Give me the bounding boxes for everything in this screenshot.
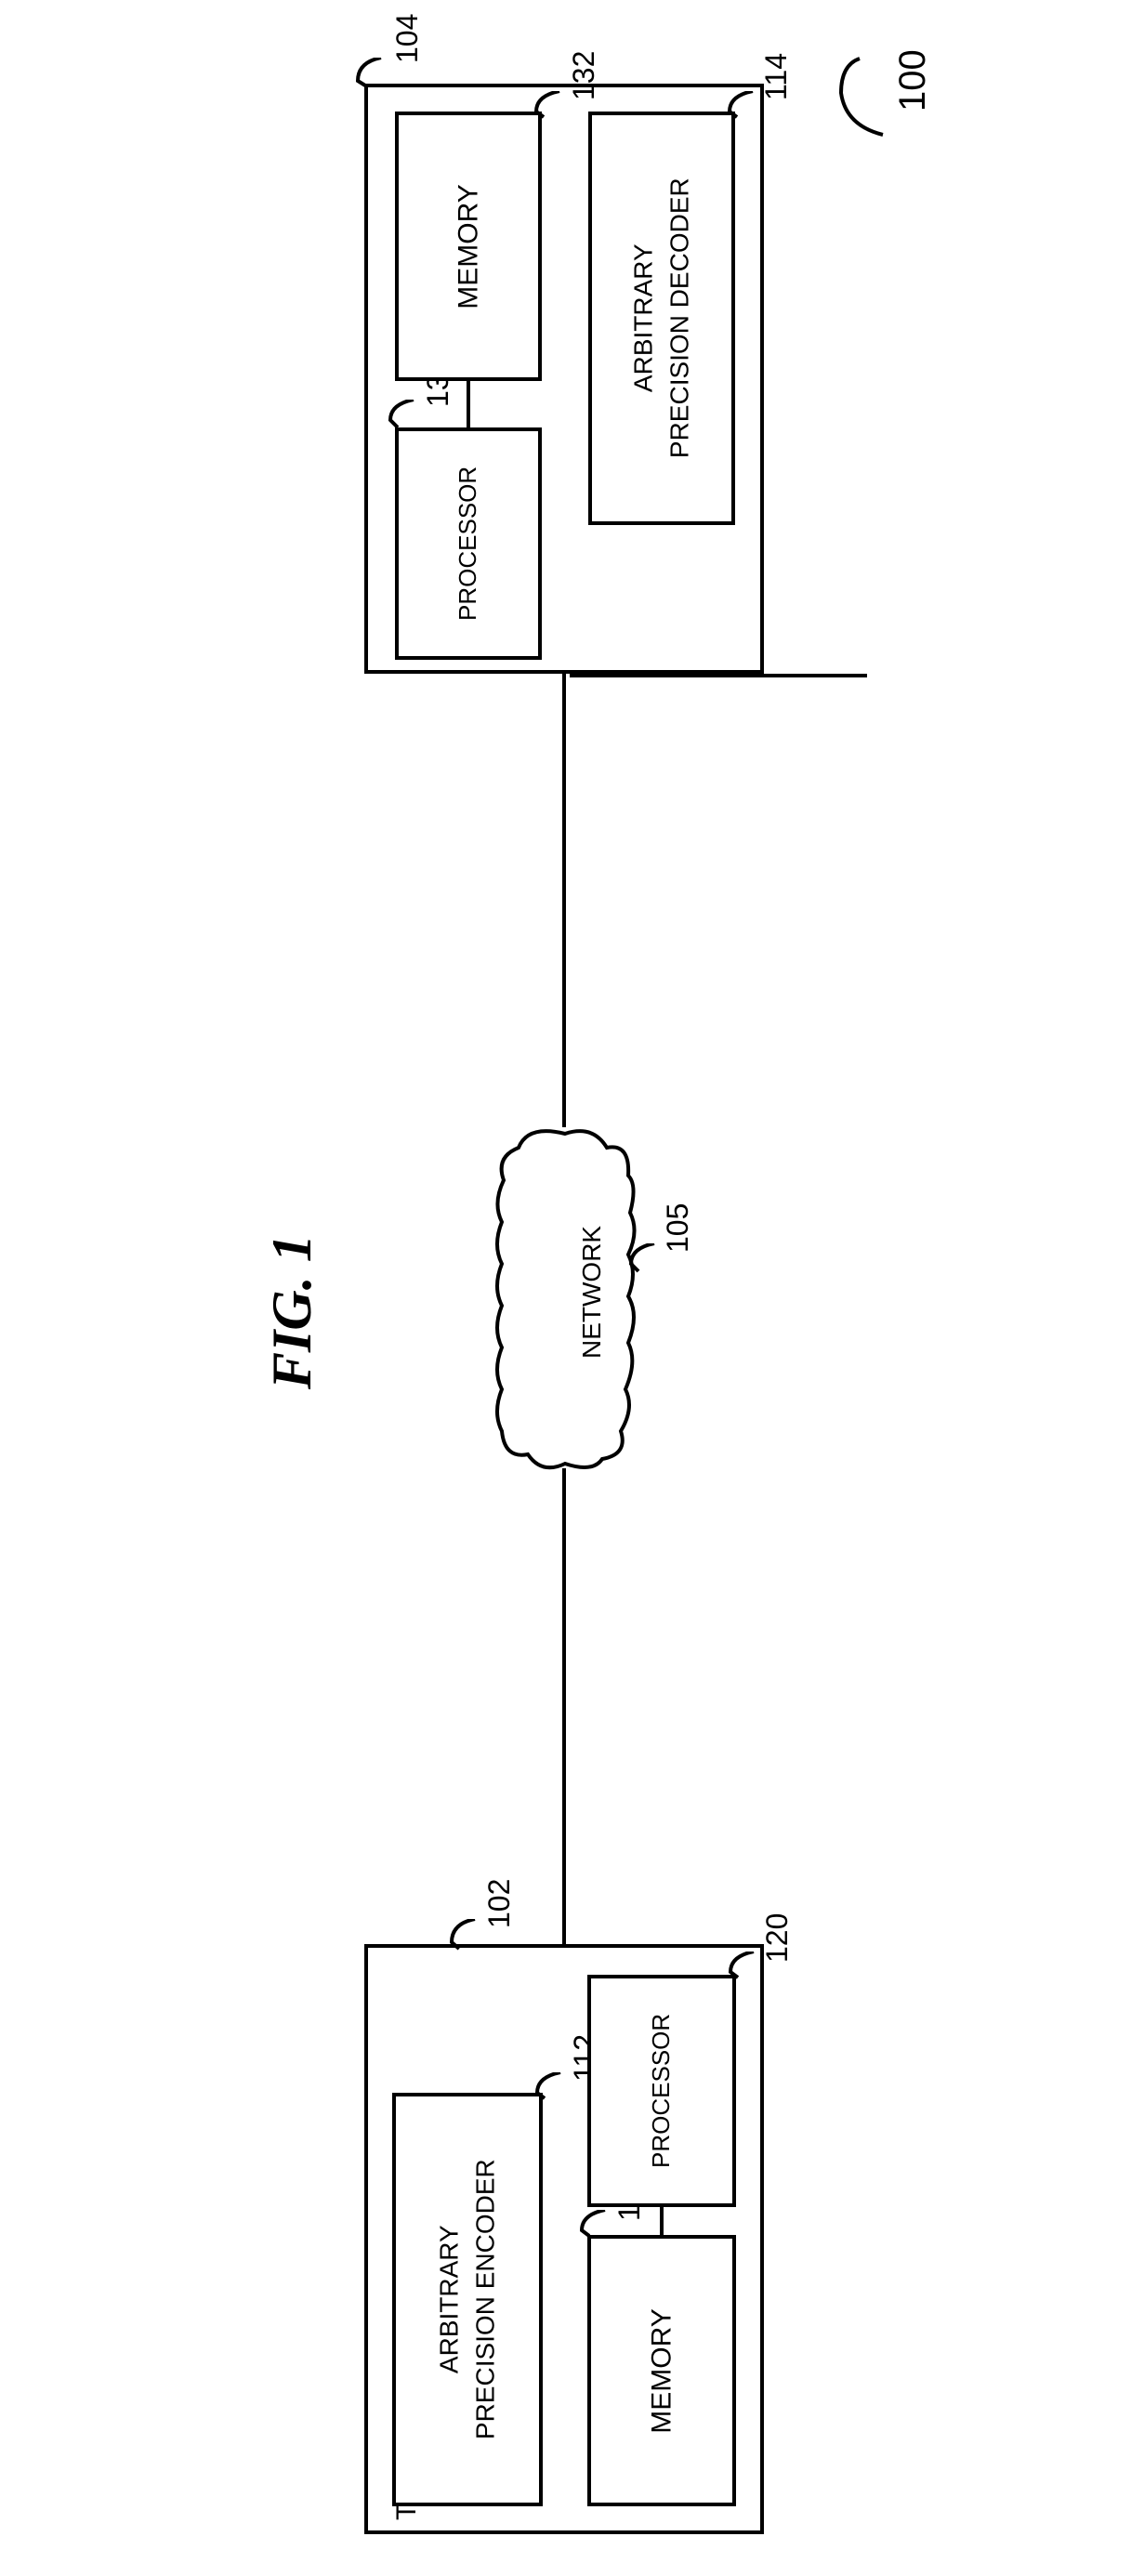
figure-title-text: FIG. 1 bbox=[261, 1234, 322, 1389]
transmitter-hook bbox=[442, 1919, 489, 1965]
system-ref-label: 100 bbox=[892, 49, 934, 112]
tx-mem-t: MEMORY bbox=[647, 2308, 677, 2433]
tx-mem-hk bbox=[572, 2210, 619, 2252]
tx-processor: PROCESSOR bbox=[587, 1975, 736, 2207]
rx-memory-c: MEMORY bbox=[395, 112, 542, 381]
rx-proc-t: PROCESSOR bbox=[454, 467, 481, 621]
rx-processor: PROCESSOR bbox=[395, 427, 542, 660]
network-label: NETWORK bbox=[577, 1226, 607, 1359]
tx-proc-mem-connector bbox=[660, 2207, 664, 2235]
decoder-l1: ARBITRARY bbox=[629, 244, 658, 393]
figure-title: FIG. 1 bbox=[260, 1234, 324, 1389]
receiver-to-line-h bbox=[570, 674, 867, 677]
network-hook bbox=[622, 1243, 668, 1285]
tx-proc-hk bbox=[721, 1952, 768, 1993]
decoder-l2: PRECISION DECODER bbox=[665, 178, 694, 459]
encoder: ARBITRARY PRECISION ENCODER bbox=[392, 2093, 543, 2506]
rx-proc-hk bbox=[381, 400, 427, 441]
network-cloud bbox=[491, 1120, 639, 1478]
network-text: NETWORK bbox=[577, 1226, 606, 1359]
encoder-l2: PRECISION ENCODER bbox=[471, 2160, 500, 2440]
nt-horizontal bbox=[463, 1944, 573, 1948]
network-transmitter-line bbox=[562, 1468, 566, 1947]
receiver-ref-text: 104 bbox=[390, 14, 424, 63]
system-ref-text: 100 bbox=[892, 49, 933, 112]
rx-proc-mem-connector bbox=[467, 381, 470, 427]
decoder: ARBITRARY PRECISION DECODER bbox=[588, 112, 735, 525]
encoder-l1: ARBITRARY bbox=[435, 2226, 464, 2374]
receiver-hook bbox=[349, 58, 395, 104]
receiver-network-line bbox=[562, 674, 566, 1127]
rx-mem-t: MEMORY bbox=[454, 184, 484, 309]
system-hook-2 bbox=[827, 51, 892, 139]
decoder-hk bbox=[720, 91, 767, 133]
encoder-hk bbox=[528, 2072, 574, 2114]
tx-memory: MEMORY bbox=[587, 2235, 736, 2506]
rx-mem-hk bbox=[527, 91, 573, 133]
tx-proc-t: PROCESSOR bbox=[647, 2014, 675, 2168]
receiver-ref-label: 104 bbox=[390, 14, 425, 63]
